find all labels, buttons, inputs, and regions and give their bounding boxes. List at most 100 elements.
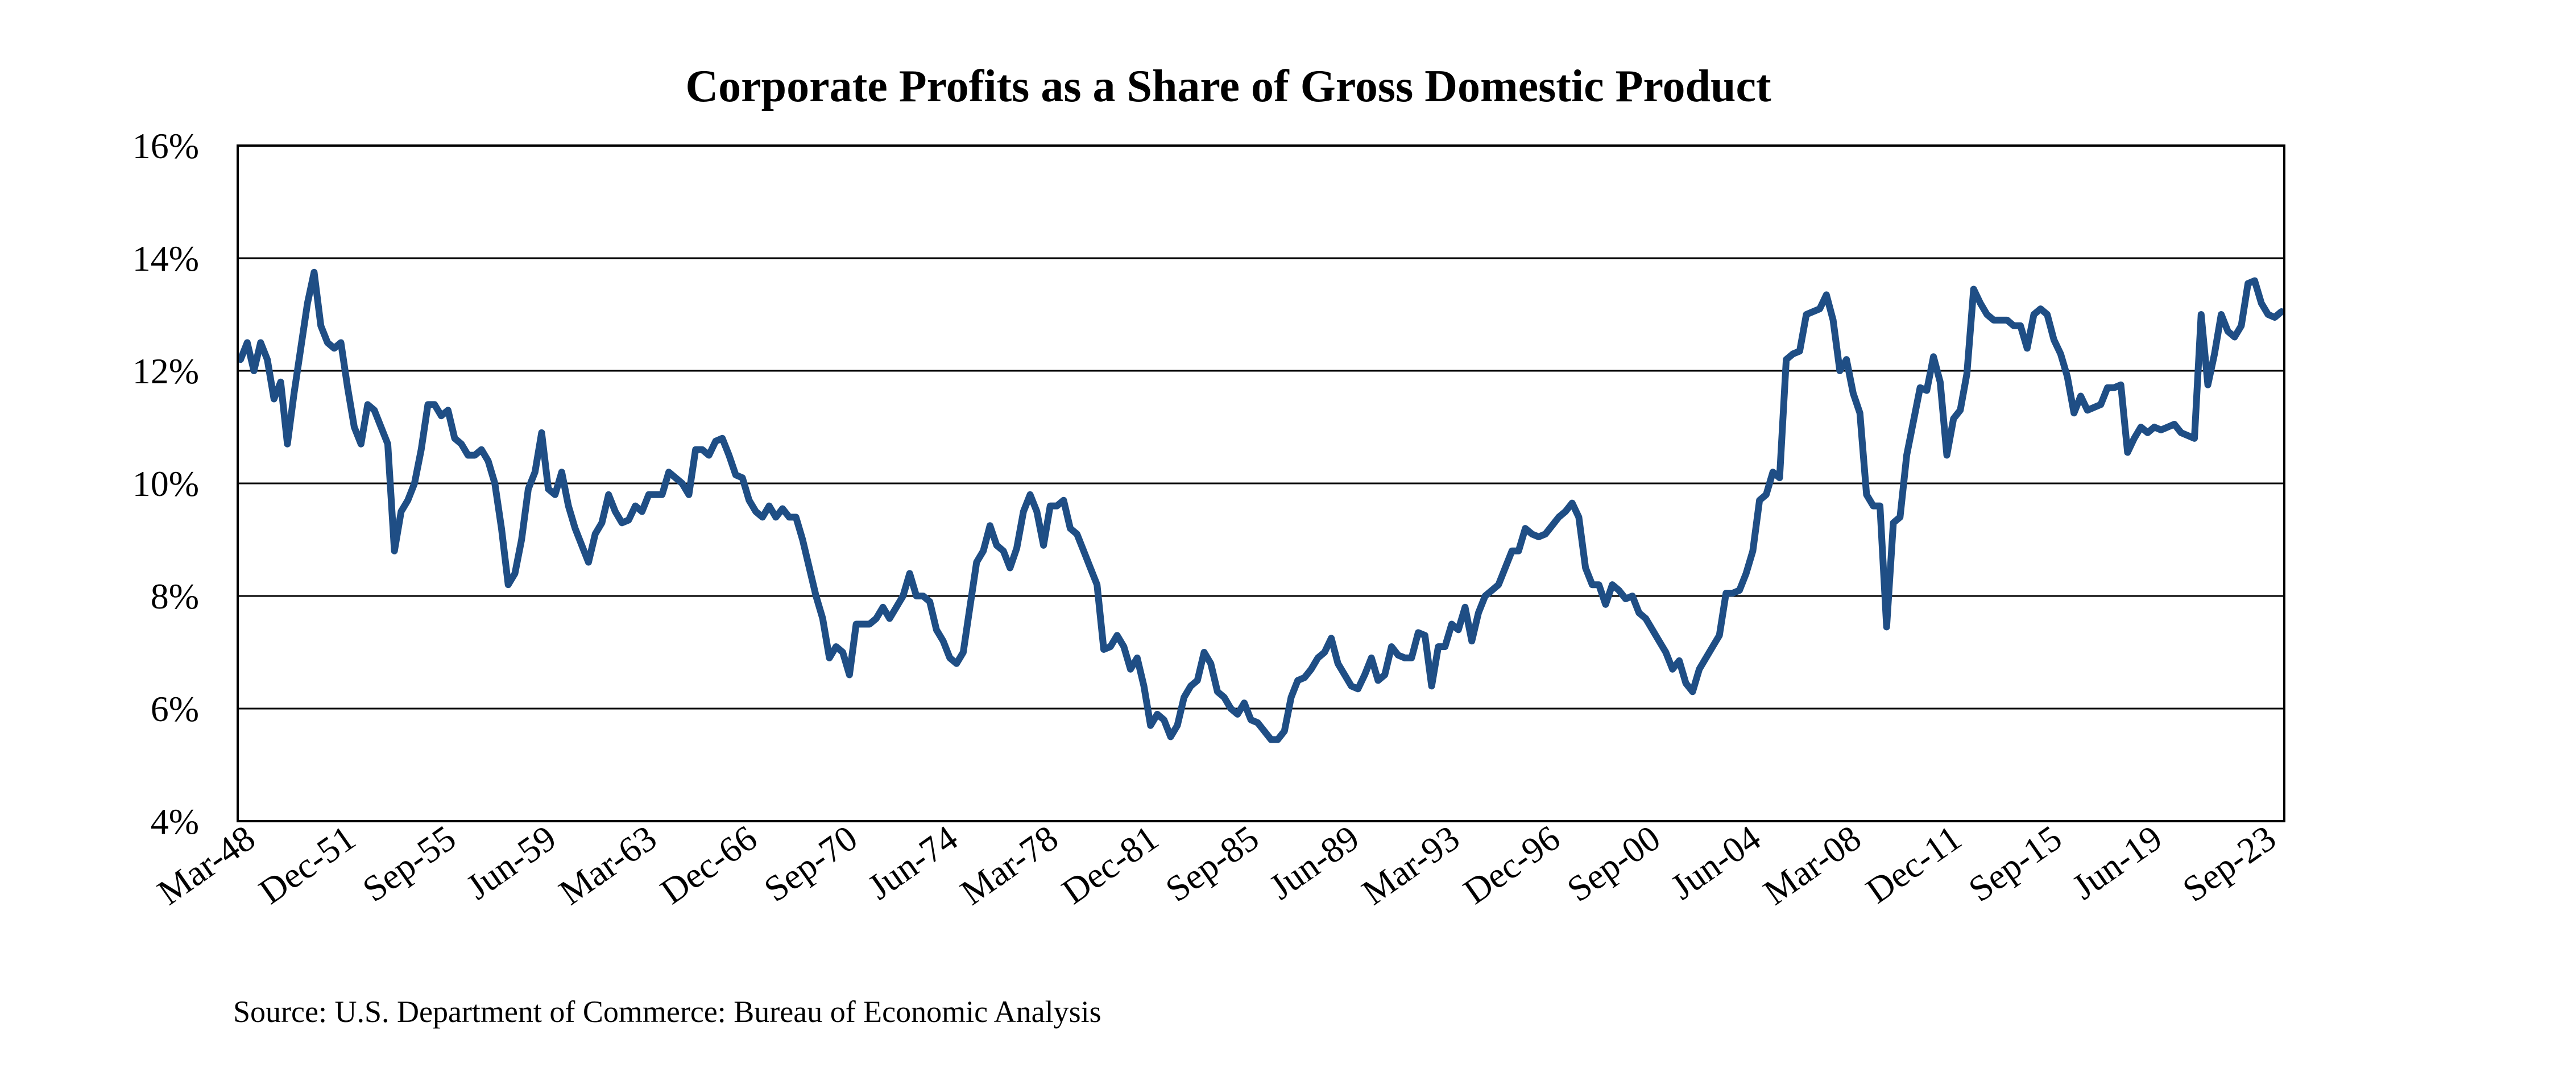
data-point	[1355, 686, 1361, 692]
data-point	[1904, 453, 1910, 458]
data-point	[532, 469, 538, 475]
data-point	[1342, 672, 1348, 678]
data-point	[2252, 278, 2258, 284]
x-tick-label: Sep-85	[1158, 817, 1266, 909]
data-point	[2011, 323, 2016, 329]
data-point	[345, 385, 350, 391]
data-point	[833, 644, 839, 649]
data-point	[900, 593, 906, 599]
data-point	[1322, 649, 1327, 655]
data-point	[1937, 379, 1943, 385]
data-point	[258, 340, 263, 346]
data-point	[1094, 582, 1100, 587]
data-point	[1362, 672, 1368, 678]
x-tick-label: Sep-00	[1560, 817, 1667, 909]
data-point	[1630, 593, 1635, 599]
data-point	[1536, 534, 1542, 540]
x-tick-label: Sep-70	[757, 817, 864, 909]
data-point	[786, 514, 792, 520]
data-point	[1529, 531, 1535, 537]
data-point	[1001, 548, 1007, 554]
data-point	[719, 436, 725, 441]
data-point	[827, 655, 833, 661]
data-point	[1984, 312, 1990, 317]
data-point	[673, 475, 678, 481]
data-point	[1723, 590, 1729, 596]
data-point	[552, 492, 558, 498]
data-point	[1522, 525, 1528, 531]
data-point	[1623, 596, 1629, 602]
data-point	[1402, 655, 1408, 661]
data-point	[1141, 683, 1147, 689]
data-point	[1944, 453, 1950, 458]
data-point	[264, 357, 270, 362]
data-point	[1616, 587, 1622, 593]
data-point	[706, 453, 712, 458]
data-point	[2131, 436, 2137, 441]
data-point	[506, 582, 511, 587]
data-point	[860, 622, 865, 627]
data-point	[626, 517, 632, 523]
data-point	[559, 469, 565, 475]
data-point	[974, 560, 979, 565]
data-point	[1569, 500, 1575, 506]
x-tick-label: Jun-59	[459, 817, 563, 907]
data-point	[1235, 711, 1240, 717]
data-point	[2211, 351, 2217, 357]
data-point	[2118, 382, 2124, 388]
data-point	[545, 486, 551, 492]
data-point	[606, 492, 611, 498]
data-point	[680, 481, 685, 486]
data-point	[586, 560, 591, 565]
y-tick-label: 16%	[132, 126, 199, 166]
data-point	[1737, 587, 1742, 593]
data-point	[1168, 734, 1174, 740]
data-point	[847, 672, 852, 678]
data-point	[666, 469, 672, 475]
data-point	[1750, 548, 1755, 554]
data-point	[1489, 587, 1495, 593]
data-point	[525, 486, 531, 492]
data-point	[713, 438, 719, 444]
data-point	[1783, 357, 1789, 362]
data-point	[1924, 388, 1929, 394]
series-points	[238, 270, 2284, 743]
data-point	[941, 638, 946, 644]
data-point	[1389, 644, 1394, 649]
data-point	[1087, 565, 1093, 571]
data-point	[1382, 672, 1388, 678]
x-tick-label: Dec-66	[653, 817, 764, 912]
data-point	[1817, 306, 1823, 312]
data-point	[1496, 582, 1501, 587]
data-point	[1415, 630, 1421, 635]
x-tick-label: Dec-11	[1859, 817, 1969, 911]
data-point	[298, 345, 304, 351]
data-point	[398, 509, 404, 515]
data-point	[1844, 357, 1849, 362]
data-point	[2064, 374, 2070, 379]
data-point	[445, 407, 451, 413]
data-point	[1583, 565, 1588, 571]
data-point	[251, 368, 257, 374]
data-point	[893, 605, 899, 610]
data-point	[458, 441, 464, 447]
data-point	[1221, 694, 1227, 700]
data-point	[780, 506, 785, 512]
data-point	[873, 616, 879, 622]
data-point	[438, 413, 444, 419]
data-point	[867, 622, 872, 627]
data-point	[1148, 723, 1153, 728]
data-point	[1696, 667, 1702, 672]
data-point	[1870, 503, 1876, 509]
x-axis-tick-labels: Mar-48Dec-51Sep-55Jun-59Mar-63Dec-66Sep-…	[150, 817, 2283, 913]
data-point	[2205, 382, 2211, 388]
data-point	[2218, 312, 2224, 317]
data-point	[2005, 317, 2010, 323]
data-point	[2266, 312, 2271, 317]
data-point	[365, 401, 371, 407]
data-point	[767, 503, 772, 509]
data-point	[2138, 424, 2144, 430]
data-point	[539, 430, 545, 436]
y-tick-label: 14%	[132, 238, 199, 279]
data-point	[1395, 652, 1401, 658]
